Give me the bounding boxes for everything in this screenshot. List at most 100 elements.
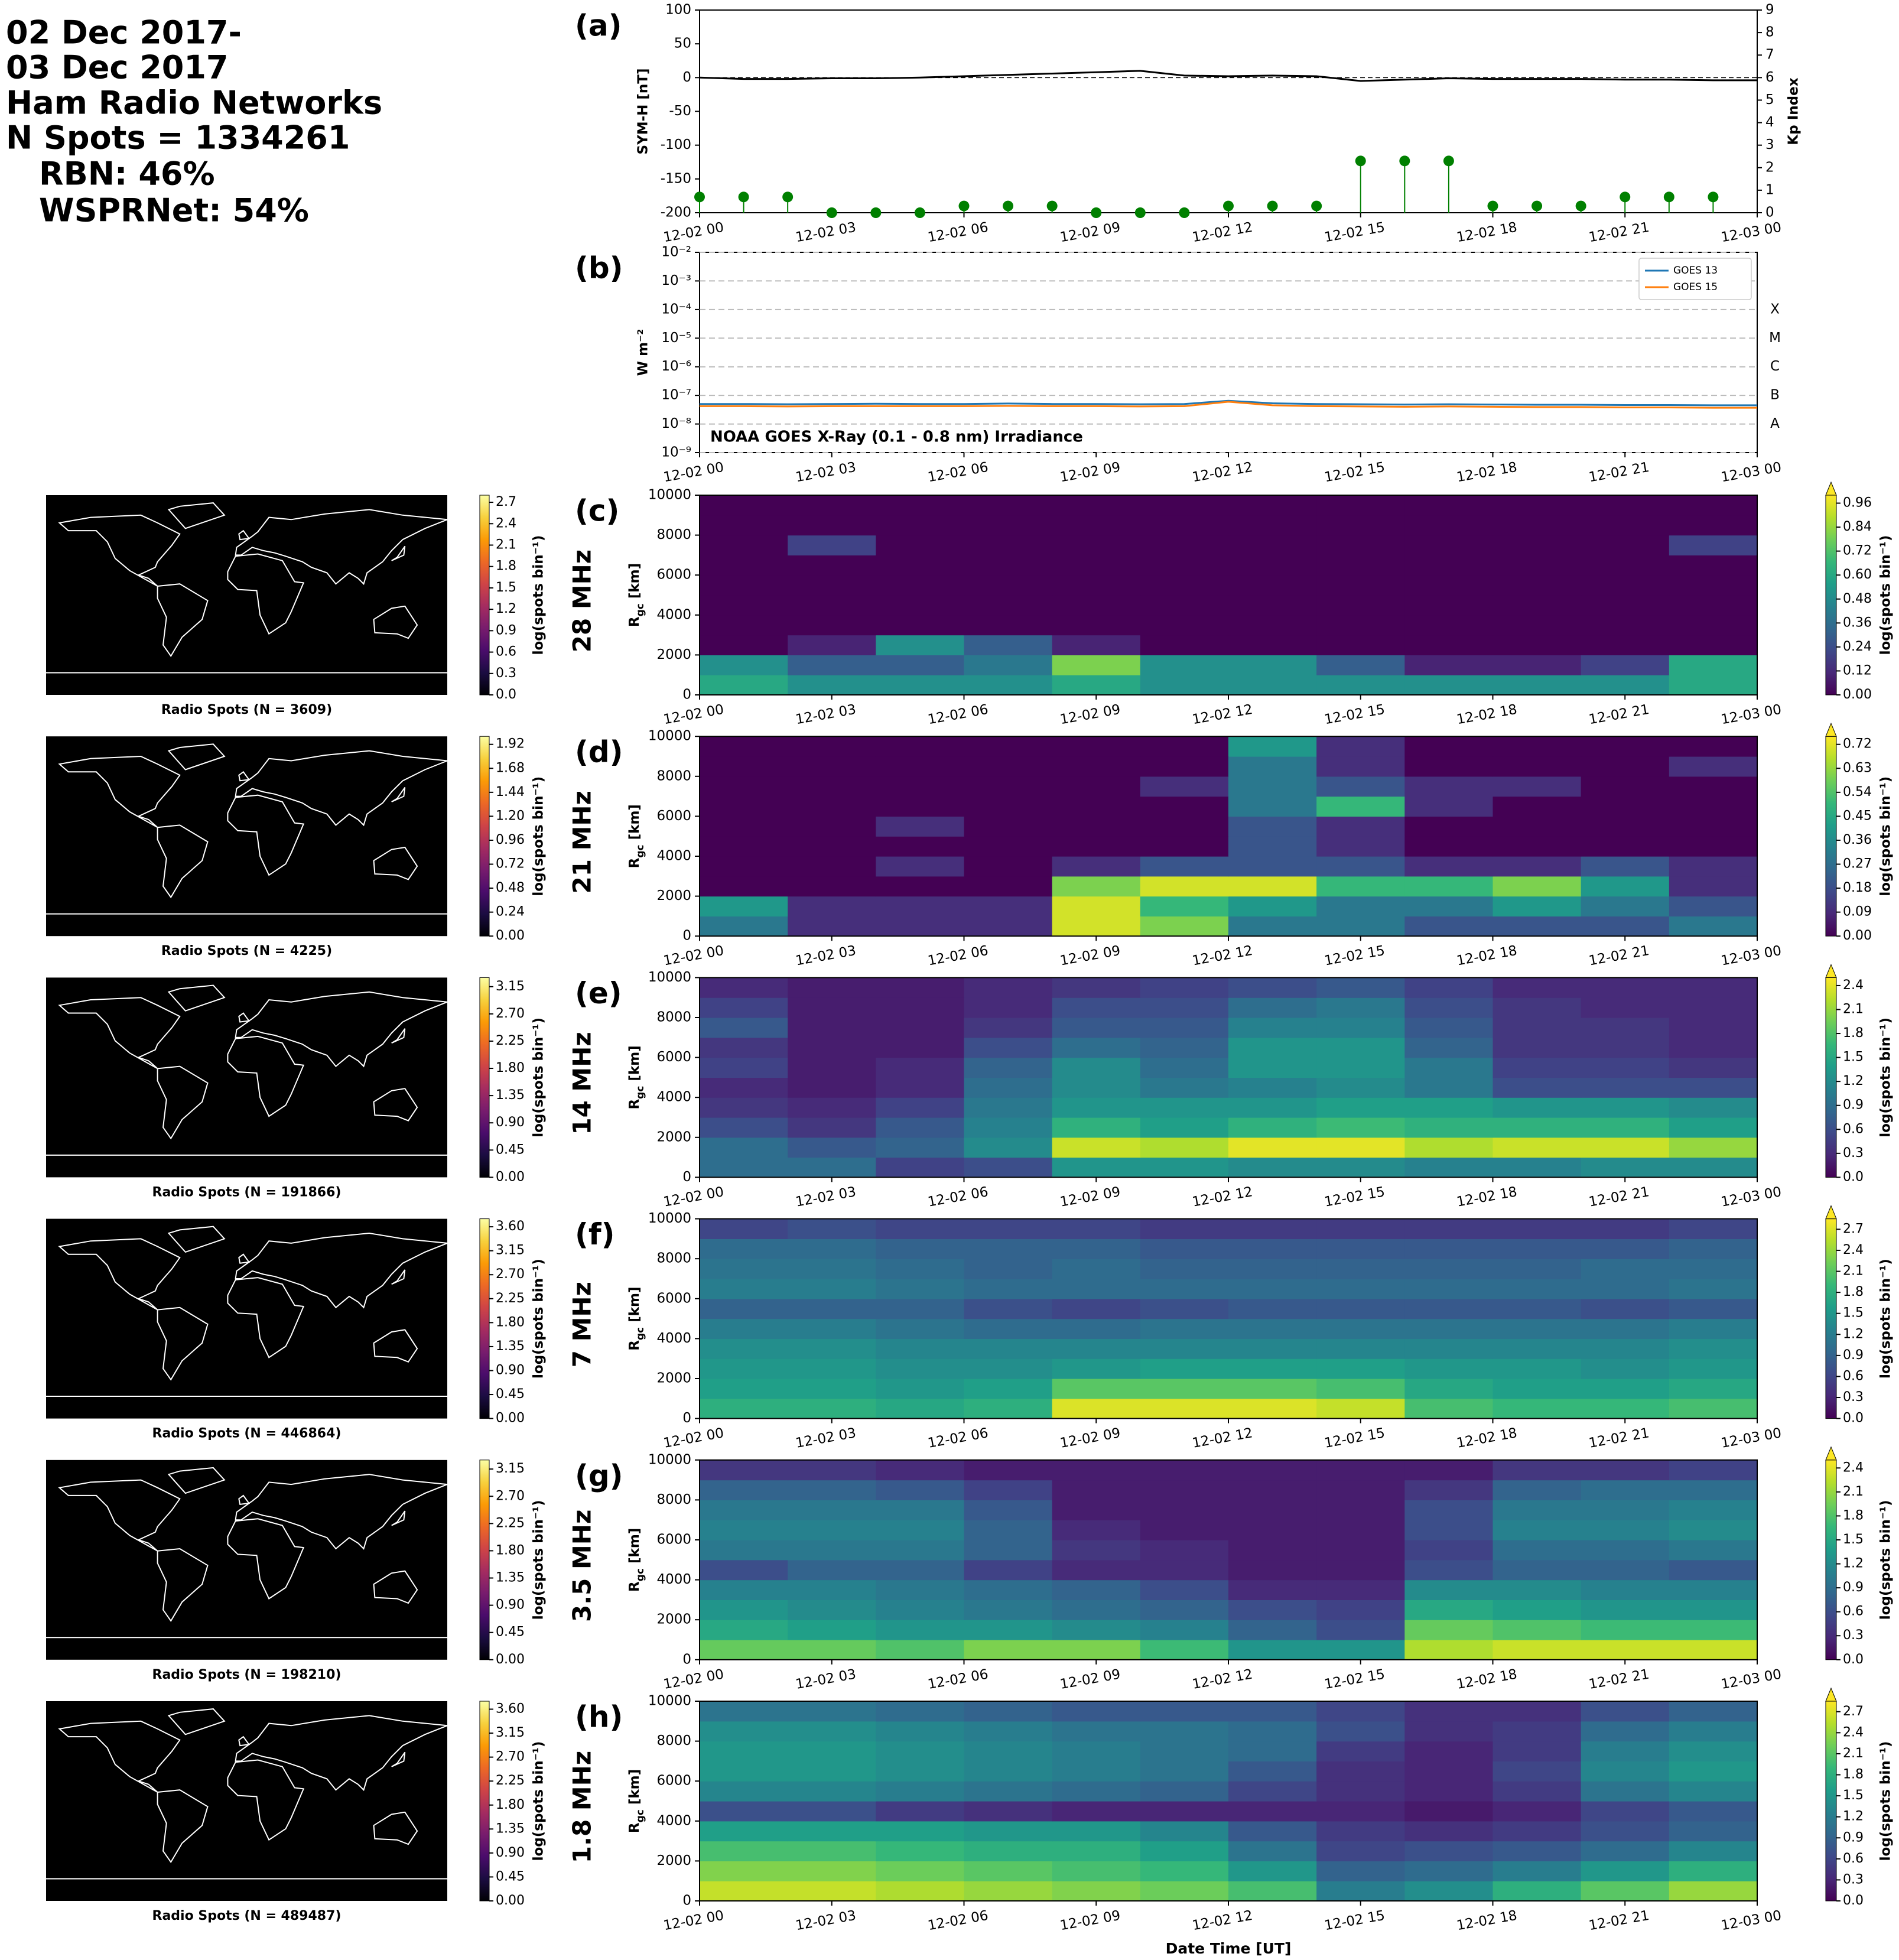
- colorbar-tick-label: 0.18: [1843, 880, 1872, 895]
- heat-cell: [1228, 1579, 1317, 1600]
- x-tick-label: 12-02 15: [1323, 943, 1386, 969]
- legend-box: [1638, 258, 1752, 300]
- series-line: [700, 399, 1757, 407]
- y-axis-label-part: gc: [635, 1327, 646, 1340]
- heat-cell: [1669, 575, 1758, 596]
- heat-cell: [1052, 756, 1141, 777]
- coastline: [157, 1065, 209, 1140]
- colorbar-tick-label: 1.5: [496, 580, 516, 595]
- coastline: [157, 824, 209, 899]
- colorbar-extend: [1825, 1446, 1837, 1461]
- heat-cell: [1404, 1379, 1494, 1399]
- heat-cell: [1052, 836, 1141, 857]
- y-tick-label: 4: [1765, 115, 1774, 130]
- heat-cell: [1228, 1600, 1317, 1620]
- colorbar-tick-label: 0.0: [1843, 1652, 1864, 1667]
- y-axis-label: Rgc [km]: [627, 1769, 647, 1833]
- heat-cell: [1404, 1218, 1494, 1239]
- colorbar-tick-label: 0.9: [1843, 1348, 1864, 1363]
- heat-cell: [1492, 555, 1582, 576]
- colorbar-tick-label: 0.6: [496, 645, 516, 659]
- y-tick-label: 3: [1765, 137, 1774, 152]
- heat-cell: [1492, 736, 1582, 757]
- heat-cell: [964, 515, 1053, 536]
- heat-cell: [1669, 1821, 1758, 1842]
- y-axis-label: Rgc [km]: [627, 563, 647, 627]
- heat-cell: [788, 1398, 876, 1419]
- heat-cell: [700, 1279, 788, 1299]
- heat-cell: [964, 1841, 1053, 1861]
- heat-cell: [1404, 1157, 1494, 1178]
- heat-cell: [1228, 1117, 1317, 1138]
- coastline: [58, 755, 181, 828]
- heat-cell: [1581, 1239, 1670, 1259]
- heat-cell: [876, 655, 965, 675]
- heat-cell: [1669, 1761, 1758, 1782]
- heat-cell: [1052, 615, 1141, 636]
- colorbar-tick-label: 0.0: [1843, 1169, 1864, 1184]
- map: [46, 736, 447, 937]
- heat-cell: [964, 595, 1053, 616]
- heat-cell: [1228, 1379, 1317, 1399]
- colorbar: [479, 495, 490, 695]
- heat-cell: [876, 595, 965, 616]
- colorbar-label: log(spots bin⁻¹): [531, 1500, 547, 1620]
- heat-cell: [1228, 1460, 1317, 1481]
- heat-cell: [1669, 635, 1758, 655]
- heat-cell: [1316, 816, 1405, 837]
- heat-cell: [788, 1500, 876, 1520]
- map: [46, 495, 447, 695]
- heat-cell: [1404, 1480, 1494, 1500]
- heat-cell: [700, 555, 788, 576]
- heat-cell: [1052, 1460, 1141, 1481]
- heat-cell: [1052, 1620, 1141, 1640]
- x-tick-label: 12-02 15: [1323, 1667, 1386, 1693]
- heat-cell: [1581, 796, 1670, 817]
- heat-cell: [1404, 1057, 1494, 1078]
- heat-cell: [700, 515, 788, 536]
- colorbar-tick-label: 1.80: [496, 1061, 525, 1075]
- x-tick-label: 12-02 09: [1059, 1184, 1121, 1210]
- heat-cell: [1316, 1480, 1405, 1500]
- heat-cell: [1052, 1861, 1141, 1881]
- heat-cell: [788, 1298, 876, 1319]
- heat-cell: [876, 555, 965, 576]
- heat-cell: [1404, 1037, 1494, 1058]
- heat-cell: [1669, 876, 1758, 897]
- heat-cell: [1228, 736, 1317, 757]
- panel-label: (c): [575, 494, 619, 528]
- stem-marker: [1620, 191, 1631, 203]
- heat-cell: [1492, 1157, 1582, 1178]
- heat-cell: [1581, 495, 1670, 516]
- heat-cell: [1492, 896, 1582, 916]
- x-tick-label: 12-03 00: [1720, 1425, 1783, 1451]
- y-tick-label: 0: [1765, 205, 1774, 220]
- heat-cell: [1140, 1398, 1229, 1419]
- heat-cell: [1316, 1741, 1405, 1761]
- heat-cell: [1669, 595, 1758, 616]
- y-tick-label: 7: [1765, 47, 1774, 63]
- y-tick-label: 0: [682, 70, 691, 85]
- colorbar-tick-label: 0.6: [1843, 1369, 1864, 1383]
- coastline: [235, 991, 448, 1068]
- heat-cell: [1669, 1881, 1758, 1902]
- y-axis-label-part: R: [627, 857, 642, 868]
- heat-cell: [1581, 1259, 1670, 1279]
- colorbar-tick-label: 2.4: [1843, 1460, 1864, 1475]
- axes-frame: [699, 252, 1758, 453]
- heat-cell: [1316, 1781, 1405, 1802]
- y-tick-label: -50: [669, 103, 691, 119]
- x-tick-label: 12-02 12: [1191, 943, 1254, 969]
- heat-cell: [788, 1157, 876, 1178]
- heat-cell: [788, 675, 876, 695]
- heat-cell: [700, 736, 788, 757]
- x-tick-label: 12-02 15: [1323, 702, 1386, 728]
- heat-cell: [788, 1781, 876, 1802]
- heat-cell: [1140, 977, 1229, 998]
- coastline: [235, 509, 448, 586]
- colorbar: [1825, 1460, 1837, 1660]
- heat-cell: [1140, 535, 1229, 555]
- map-title: Radio Spots (N = 489487): [152, 1909, 342, 1923]
- colorbar-tick-label: 2.4: [496, 516, 516, 531]
- heat-cell: [1140, 1460, 1229, 1481]
